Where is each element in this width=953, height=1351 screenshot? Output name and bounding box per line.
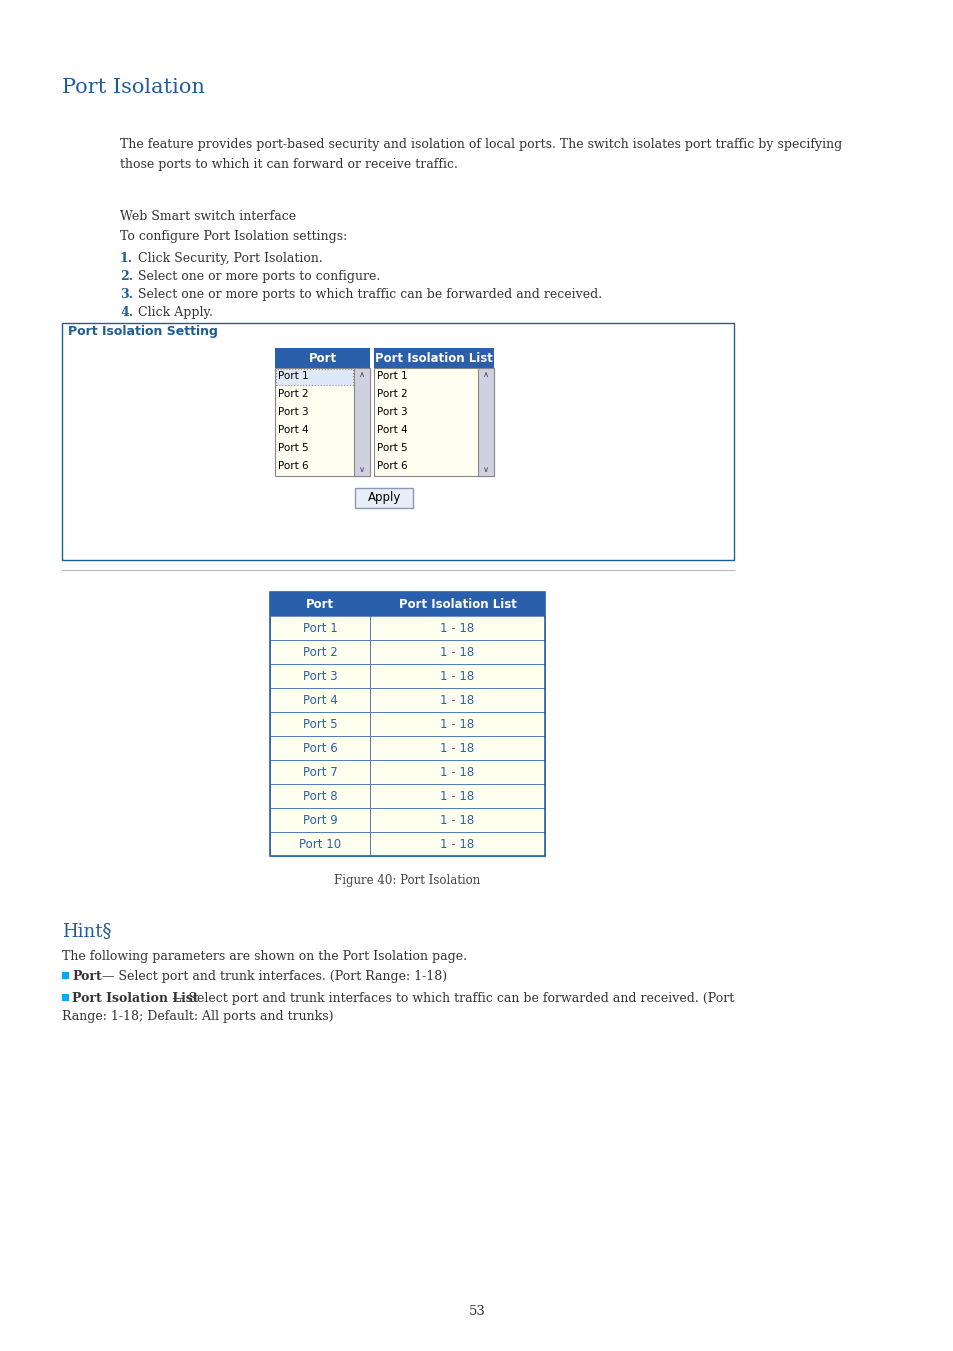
Text: Port: Port [306,597,334,611]
FancyBboxPatch shape [370,640,544,663]
Text: Range: 1-18; Default: All ports and trunks): Range: 1-18; Default: All ports and trun… [62,1011,334,1023]
Text: The feature provides port-based security and isolation of local ports. The switc: The feature provides port-based security… [120,138,841,151]
FancyBboxPatch shape [370,784,544,808]
Text: Port 9: Port 9 [302,813,337,827]
FancyBboxPatch shape [374,349,494,367]
Text: 1 - 18: 1 - 18 [440,838,475,851]
Text: ∨: ∨ [358,465,365,474]
Text: Port 6: Port 6 [376,461,407,471]
Text: Port Isolation List: Port Isolation List [398,597,516,611]
FancyBboxPatch shape [355,488,413,508]
Text: Port 6: Port 6 [302,742,337,754]
FancyBboxPatch shape [370,736,544,761]
FancyBboxPatch shape [477,367,494,476]
Text: Port 4: Port 4 [376,426,407,435]
Text: Port 4: Port 4 [302,693,337,707]
Text: Port 7: Port 7 [302,766,337,778]
Text: 4.: 4. [120,305,133,319]
Text: Port 5: Port 5 [376,443,407,453]
Text: Port 3: Port 3 [277,407,309,417]
FancyBboxPatch shape [62,323,733,561]
Text: Select one or more ports to configure.: Select one or more ports to configure. [133,270,380,282]
FancyBboxPatch shape [270,640,370,663]
FancyBboxPatch shape [270,616,370,640]
Text: Click Security, Port Isolation.: Click Security, Port Isolation. [133,253,322,265]
FancyBboxPatch shape [270,663,370,688]
Text: Select one or more ports to which traffic can be forwarded and received.: Select one or more ports to which traffi… [133,288,601,301]
FancyBboxPatch shape [270,736,370,761]
Text: Port Isolation List: Port Isolation List [375,351,493,365]
Text: Figure 40: Port Isolation: Figure 40: Port Isolation [334,874,480,888]
Text: 1 - 18: 1 - 18 [440,621,475,635]
FancyBboxPatch shape [62,971,69,979]
Text: ∧: ∧ [482,370,489,380]
FancyBboxPatch shape [270,761,370,784]
Text: — Select port and trunk interfaces to which traffic can be forwarded and receive: — Select port and trunk interfaces to wh… [168,992,734,1005]
FancyBboxPatch shape [354,367,370,476]
FancyBboxPatch shape [270,592,370,616]
Text: ∧: ∧ [358,370,365,380]
Text: 1 - 18: 1 - 18 [440,646,475,658]
Text: Port 2: Port 2 [277,389,309,399]
Text: 1 - 18: 1 - 18 [440,813,475,827]
Text: Port 3: Port 3 [376,407,407,417]
FancyBboxPatch shape [370,761,544,784]
FancyBboxPatch shape [274,349,370,367]
Text: Port 6: Port 6 [277,461,309,471]
Text: Port 2: Port 2 [376,389,407,399]
FancyBboxPatch shape [370,616,544,640]
Text: Port Isolation Setting: Port Isolation Setting [68,326,217,338]
Text: Hint§: Hint§ [62,921,112,940]
Text: Apply: Apply [368,492,401,504]
Text: 1 - 18: 1 - 18 [440,742,475,754]
Text: Port 5: Port 5 [302,717,337,731]
Text: Port 10: Port 10 [298,838,341,851]
Text: — Select port and trunk interfaces. (Port Range: 1-18): — Select port and trunk interfaces. (Por… [98,970,447,984]
FancyBboxPatch shape [370,832,544,857]
Text: Port Isolation List: Port Isolation List [71,992,198,1005]
Text: 1 - 18: 1 - 18 [440,693,475,707]
FancyBboxPatch shape [370,688,544,712]
Text: 1 - 18: 1 - 18 [440,670,475,682]
Text: Port 1: Port 1 [302,621,337,635]
Text: The following parameters are shown on the Port Isolation page.: The following parameters are shown on th… [62,950,467,963]
FancyBboxPatch shape [270,832,370,857]
FancyBboxPatch shape [275,369,353,385]
Text: Port 8: Port 8 [302,789,337,802]
Text: 1 - 18: 1 - 18 [440,789,475,802]
Text: 1 - 18: 1 - 18 [440,766,475,778]
Text: Port 4: Port 4 [277,426,309,435]
FancyBboxPatch shape [370,663,544,688]
Text: 1 - 18: 1 - 18 [440,717,475,731]
FancyBboxPatch shape [370,808,544,832]
FancyBboxPatch shape [270,808,370,832]
Text: ∨: ∨ [482,465,489,474]
Text: 3.: 3. [120,288,132,301]
Text: 1.: 1. [120,253,133,265]
Text: Port: Port [308,351,336,365]
Text: Port Isolation: Port Isolation [62,78,205,97]
Text: To configure Port Isolation settings:: To configure Port Isolation settings: [120,230,347,243]
Text: Port 1: Port 1 [376,372,407,381]
Text: 53: 53 [468,1305,485,1319]
Text: Port: Port [71,970,102,984]
FancyBboxPatch shape [270,784,370,808]
Text: 2.: 2. [120,270,133,282]
Text: Port 2: Port 2 [302,646,337,658]
Text: Click Apply.: Click Apply. [133,305,213,319]
Text: Port 5: Port 5 [277,443,309,453]
FancyBboxPatch shape [370,712,544,736]
Text: those ports to which it can forward or receive traffic.: those ports to which it can forward or r… [120,158,457,172]
FancyBboxPatch shape [62,994,69,1001]
Text: Port 3: Port 3 [302,670,337,682]
FancyBboxPatch shape [270,712,370,736]
Text: Port 1: Port 1 [277,372,309,381]
FancyBboxPatch shape [374,367,494,476]
Text: Web Smart switch interface: Web Smart switch interface [120,209,295,223]
FancyBboxPatch shape [270,688,370,712]
FancyBboxPatch shape [370,592,544,616]
FancyBboxPatch shape [274,367,370,476]
